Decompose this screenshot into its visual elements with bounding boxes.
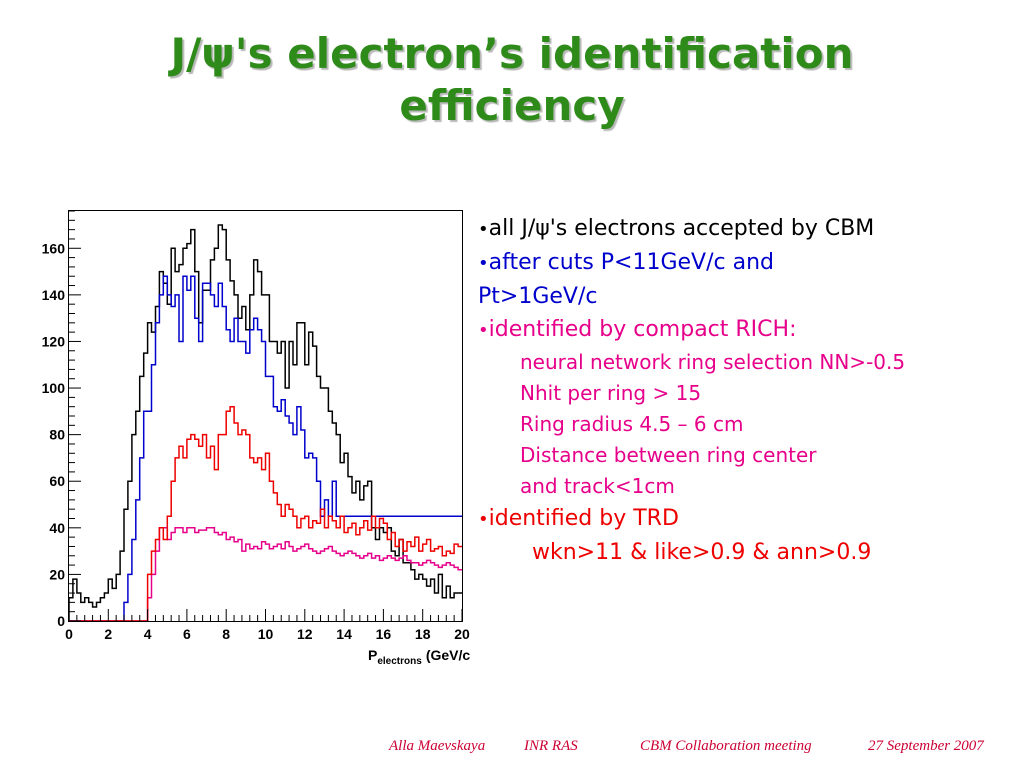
title-line-1: J/ψ's electron’s identification <box>170 29 854 78</box>
x-tick-label: 10 <box>258 626 274 642</box>
y-tick-label: 60 <box>49 473 65 489</box>
bullet-2-text-line2: Pt>1GeV/c <box>478 284 598 309</box>
histogram-series-line <box>69 275 462 622</box>
bullet-4: •identified by TRD <box>478 502 1018 536</box>
bullet-3-sub-4: Distance between ring center <box>520 443 817 467</box>
axis-ticks <box>68 210 463 622</box>
y-tick-label: 20 <box>49 566 65 582</box>
efficiency-histogram: 0 2 4 6 8 10 12 14 16 18 20 020406080100120140160 … <box>42 210 470 667</box>
footer-date: 27 September 2007 <box>868 738 984 754</box>
x-axis-label-unit: (GeV/c) <box>426 647 470 663</box>
x-tick-label: 14 <box>336 626 352 642</box>
bullet-1-text: all J/ψ's electrons accepted by CBM <box>488 216 875 241</box>
footer-meeting: CBM Collaboration meeting <box>640 738 812 754</box>
bullet-3: •identified by compact RICH: <box>478 313 1018 347</box>
x-axis-label: Pelectrons (GeV/c) <box>368 647 470 667</box>
x-tick-label: 12 <box>297 626 313 642</box>
bullet-dot: • <box>478 320 489 341</box>
title-line-2: efficiency <box>399 81 625 130</box>
y-tick-label: 40 <box>49 520 65 536</box>
bullet-3-sub-5: and track<1cm <box>520 474 675 498</box>
bullet-3-sub-2: Nhit per ring > 15 <box>520 381 702 405</box>
bullet-3-sub-1: neural network ring selection NN>-0.5 <box>520 350 906 374</box>
x-tick-label: 0 <box>65 626 73 642</box>
bullet-3-text: identified by compact RICH: <box>488 317 797 342</box>
x-tick-label: 16 <box>376 626 392 642</box>
bullet-2: •after cuts P<11GeV/c and <box>478 246 1018 280</box>
x-tick-label: 18 <box>415 626 431 642</box>
bullet-3-sub-3: Ring radius 4.5 – 6 cm <box>520 412 744 436</box>
x-tick-labels: 0 2 4 6 8 10 12 14 16 18 20 <box>65 626 470 642</box>
y-tick-label: 0 <box>57 613 65 629</box>
bullet-1: •all J/ψ's electrons accepted by CBM <box>478 212 1018 246</box>
bullet-2-text-line1: after cuts P<11GeV/c and <box>488 250 775 275</box>
plot-frame <box>68 210 463 622</box>
x-tick-label: 2 <box>104 626 112 642</box>
bullet-dot: • <box>478 253 489 274</box>
histogram-series-line <box>68 224 462 621</box>
footer-institute: INR RAS <box>524 738 578 754</box>
y-tick-label: 120 <box>42 333 66 349</box>
bullet-2-continuation: Pt>1GeV/c <box>478 280 1018 313</box>
x-tick-label: 6 <box>183 626 191 642</box>
y-tick-label: 100 <box>42 380 66 396</box>
slide-title: J/ψ's electron’s identification efficien… <box>0 28 1024 132</box>
histogram-series-line <box>69 405 462 622</box>
bullet-4-sub-1: wkn>11 & like>0.9 & ann>0.9 <box>532 540 872 565</box>
y-tick-labels: 0 20 40 60 80 100 120 140 160 <box>42 240 66 629</box>
bullet-4-text: identified by TRD <box>488 506 679 531</box>
histogram-series <box>68 224 462 622</box>
bullet-list: •all J/ψ's electrons accepted by CBM •af… <box>478 212 1018 569</box>
y-tick-label: 140 <box>42 287 66 303</box>
x-tick-label: 20 <box>454 626 470 642</box>
x-axis-label-sub: electrons <box>377 656 422 667</box>
x-axis-label-main: P <box>368 647 377 663</box>
y-tick-label: 160 <box>42 240 66 256</box>
x-tick-label: 8 <box>222 626 230 642</box>
bullet-dot: • <box>478 509 489 530</box>
y-tick-label: 80 <box>49 427 65 443</box>
x-tick-label: 4 <box>144 626 152 642</box>
bullet-dot: • <box>478 219 489 240</box>
footer-author: Alla Maevskaya <box>389 738 486 754</box>
